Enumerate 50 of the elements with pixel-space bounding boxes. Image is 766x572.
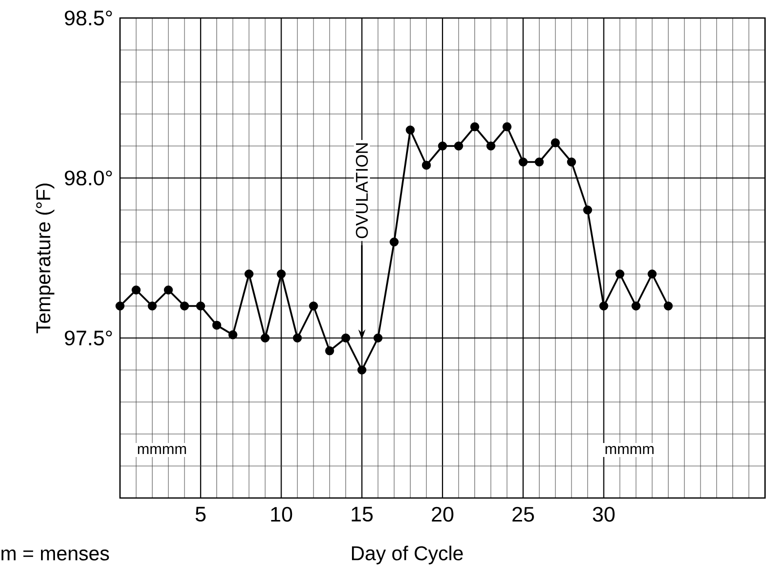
- point: [599, 302, 608, 310]
- point: [518, 158, 528, 166]
- point: [454, 141, 464, 150]
- point: [406, 125, 415, 134]
- point: [325, 346, 334, 356]
- point: [196, 302, 206, 310]
- y-tick-label: 97.5°: [64, 330, 112, 346]
- y-axis-title: Temperature (°F): [36, 184, 54, 334]
- point: [550, 138, 560, 148]
- y-tick-label: 98.5°: [64, 10, 112, 26]
- point: [276, 270, 286, 278]
- point: [357, 366, 366, 374]
- x-tick-label: 25: [512, 506, 534, 522]
- point: [486, 141, 496, 150]
- point: [116, 302, 124, 310]
- point: [228, 330, 238, 340]
- annotation: OVULATION: [356, 143, 368, 238]
- point: [422, 160, 431, 170]
- point: [309, 302, 318, 310]
- point: [648, 270, 657, 278]
- point: [664, 302, 673, 310]
- point: [132, 286, 141, 294]
- point: [502, 122, 512, 132]
- point: [148, 302, 157, 310]
- y-tick-label: 98.0°: [64, 170, 112, 186]
- text: m = menses: [2, 550, 109, 560]
- point: [615, 270, 624, 278]
- point: [212, 320, 222, 330]
- point: [260, 334, 270, 342]
- point: [390, 238, 399, 246]
- x-tick-label: 10: [271, 506, 292, 522]
- x-tick-label: 15: [352, 506, 373, 522]
- x-tick-label: 30: [592, 506, 615, 522]
- point: [438, 141, 448, 150]
- point: [567, 158, 576, 166]
- point: [632, 302, 641, 310]
- point: [341, 334, 350, 342]
- point: [534, 158, 544, 166]
- annotation: mmmm: [606, 446, 654, 454]
- annotation: mmmm: [138, 446, 186, 454]
- point: [164, 286, 173, 294]
- point: [583, 206, 592, 214]
- point: [470, 122, 480, 132]
- point: [374, 334, 383, 342]
- point: [180, 302, 189, 310]
- x-tick-label: 20: [432, 506, 454, 522]
- point: [244, 270, 254, 278]
- x-tick-label: 5: [196, 506, 206, 522]
- point: [292, 334, 302, 342]
- x-axis-title: Day of Cycle: [352, 546, 463, 564]
